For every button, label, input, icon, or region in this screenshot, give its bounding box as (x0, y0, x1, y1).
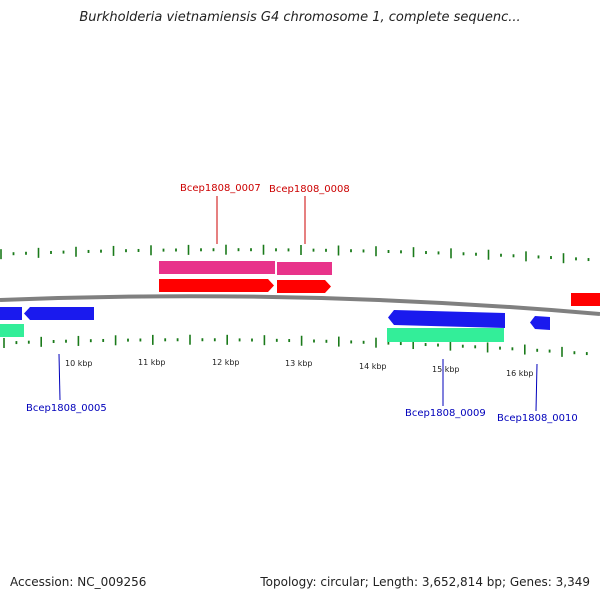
accession-text: Accession: NC_009256 (10, 575, 147, 589)
gene-labels: Bcep1808_0007 Bcep1808_0008 Bcep1808_000… (26, 183, 578, 424)
connector-0005 (58, 353, 61, 401)
gene-bar-0008[interactable] (277, 262, 332, 275)
axis-label-14kbp: 14 kbp (359, 362, 387, 371)
axis-label-10kbp: 10 kbp (65, 359, 93, 368)
gene-bar-0009[interactable] (387, 328, 504, 342)
forward-features (159, 261, 600, 306)
gene-bar-0007[interactable] (159, 261, 275, 274)
cds-block-right[interactable] (571, 293, 600, 306)
gene-label-0010[interactable]: Bcep1808_0010 (497, 413, 578, 424)
label-connectors (58, 196, 538, 412)
axis-label-16kbp: 16 kbp (506, 369, 534, 378)
cds-block-left[interactable] (0, 307, 22, 320)
axis-label-12kbp: 12 kbp (212, 358, 240, 367)
topology-summary: Topology: circular; Length: 3,652,814 bp… (260, 575, 590, 589)
gene-label-0007[interactable]: Bcep1808_0007 (180, 183, 261, 194)
gene-label-0009[interactable]: Bcep1808_0009 (405, 408, 486, 419)
cds-arrow-0009[interactable] (388, 310, 505, 328)
cds-arrow-0010[interactable] (530, 316, 550, 330)
connector-0010 (535, 363, 538, 412)
axis-label-15kbp: 15 kbp (432, 365, 460, 374)
chromosome-backbone (0, 294, 600, 316)
cds-arrow-0005[interactable] (24, 307, 94, 320)
tick-row-outer (0, 244, 590, 264)
gene-label-0008[interactable]: Bcep1808_0008 (269, 184, 350, 195)
axis-labels: 10 kbp 11 kbp 12 kbp 13 kbp 14 kbp 15 kb… (65, 358, 534, 378)
cds-arrow-0008[interactable] (277, 280, 331, 293)
cds-arrow-0007[interactable] (159, 279, 274, 292)
gene-label-0005[interactable]: Bcep1808_0005 (26, 403, 107, 414)
tick-row-inner (3, 334, 588, 357)
gene-bar-left[interactable] (0, 324, 24, 337)
axis-label-13kbp: 13 kbp (285, 359, 313, 368)
axis-label-11kbp: 11 kbp (138, 358, 166, 367)
map-title: Burkholderia vietnamiensis G4 chromosome… (79, 10, 521, 25)
reverse-features (0, 307, 550, 342)
